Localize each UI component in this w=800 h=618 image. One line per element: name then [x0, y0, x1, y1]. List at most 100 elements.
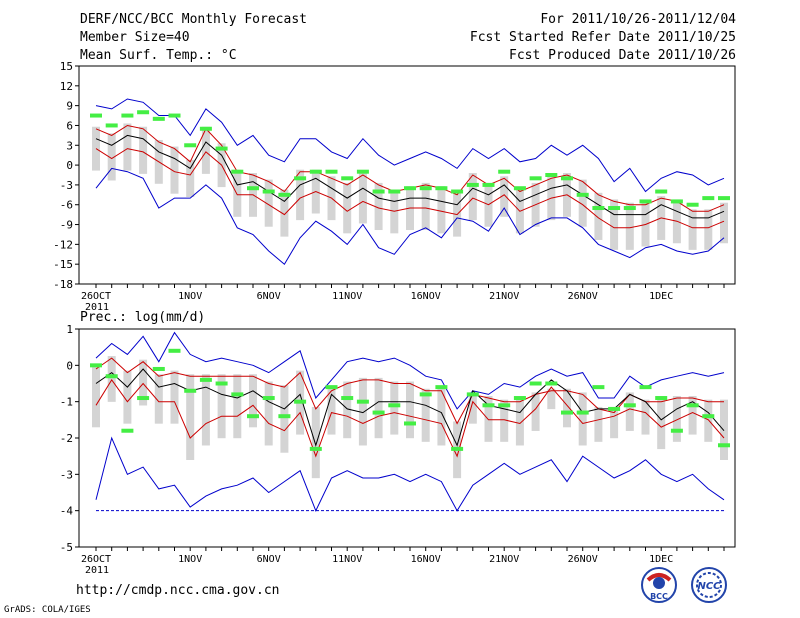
obs-marker: [482, 403, 495, 408]
obs-marker: [513, 396, 526, 401]
y-tick-label: 1: [66, 323, 73, 336]
x-tick-label: 21NOV: [489, 291, 519, 302]
spread-box: [374, 182, 383, 231]
spread-box: [406, 381, 414, 439]
obs-marker: [686, 202, 699, 207]
obs-marker: [608, 206, 621, 211]
precip-title: Prec.: log(mm/d): [80, 310, 206, 325]
x-tick-label: 26NOV: [568, 554, 598, 565]
y-tick-label: -4: [60, 505, 74, 518]
obs-marker: [184, 388, 197, 393]
obs-marker: [121, 428, 134, 433]
obs-marker: [466, 392, 479, 397]
obs-marker: [529, 176, 542, 181]
series-max-line: [95, 98, 725, 193]
obs-marker: [404, 421, 416, 426]
spread-box: [280, 189, 289, 237]
obs-marker: [718, 196, 730, 201]
obs-marker: [592, 206, 605, 211]
obs-marker: [404, 186, 416, 191]
obs-marker: [90, 363, 102, 368]
spread-box: [233, 169, 242, 217]
obs-marker: [639, 385, 652, 390]
obs-marker: [341, 176, 354, 181]
y-tick-label: 9: [66, 100, 73, 113]
x-tick-label: 6NOV: [257, 291, 281, 302]
spread-box: [264, 381, 273, 446]
obs-marker: [545, 173, 558, 177]
obs-marker: [278, 192, 291, 197]
spread-box: [92, 366, 100, 428]
bcc-logo: BCC: [641, 567, 677, 603]
y-tick-label: -18: [53, 278, 73, 291]
obs-marker: [137, 396, 150, 401]
x-year-label: 2011: [85, 565, 109, 576]
svg-text:NCC: NCC: [697, 581, 721, 592]
spread-box: [437, 186, 446, 234]
spread-box: [688, 396, 697, 435]
forecast-range: For 2011/10/26-2011/12/04: [540, 12, 736, 27]
spread-box: [563, 388, 571, 428]
obs-marker: [90, 113, 102, 118]
series-min-line: [95, 436, 725, 512]
obs-marker: [168, 113, 181, 118]
obs-marker: [105, 123, 118, 128]
obs-marker: [152, 366, 165, 371]
obs-marker: [325, 169, 338, 174]
spread-box: [688, 209, 697, 250]
y-tick-label: 12: [60, 80, 73, 93]
spread-box: [421, 388, 430, 442]
spread-box: [468, 392, 477, 424]
obs-marker: [278, 414, 291, 419]
obs-marker: [247, 186, 259, 191]
spread-box: [421, 182, 430, 231]
obs-marker: [545, 381, 558, 386]
spread-box: [358, 173, 367, 224]
obs-marker: [435, 186, 448, 191]
obs-marker: [686, 403, 699, 408]
spread-box: [201, 126, 210, 174]
x-year-label: 2011: [85, 302, 109, 313]
obs-marker: [718, 443, 730, 448]
spread-box: [390, 381, 399, 435]
obs-marker: [623, 206, 636, 211]
spread-box: [343, 381, 352, 439]
y-tick-label: 0: [66, 159, 73, 172]
x-tick-label: 26NOV: [568, 291, 598, 302]
spread-box: [170, 146, 179, 194]
title-line1: DERF/NCC/BCC Monthly Forecast: [80, 12, 307, 27]
x-tick-label: 6NOV: [257, 554, 281, 565]
obs-marker: [513, 186, 526, 191]
obs-marker: [372, 189, 385, 194]
obs-marker: [294, 399, 307, 404]
spread-box: [217, 374, 226, 439]
spread-box: [720, 399, 728, 460]
spread-box: [547, 388, 556, 410]
spread-box: [437, 388, 446, 446]
spread-box: [343, 182, 352, 234]
obs-marker: [137, 110, 150, 115]
obs-marker: [309, 169, 322, 174]
y-tick-label: 15: [60, 60, 73, 73]
obs-marker: [247, 414, 259, 419]
spread-box: [264, 179, 273, 227]
obs-marker: [215, 381, 228, 386]
x-tick-label: 16NOV: [411, 554, 441, 565]
y-tick-label: 0: [66, 359, 73, 372]
x-tick-label: 21NOV: [489, 554, 519, 565]
spread-box: [500, 399, 509, 442]
series-max-line: [95, 331, 725, 410]
spread-box: [139, 359, 148, 406]
spread-box: [186, 159, 195, 197]
y-tick-label: -3: [60, 468, 73, 481]
y-tick-label: 6: [66, 119, 73, 132]
spread-box: [500, 176, 509, 217]
spread-box: [327, 388, 336, 435]
obs-marker: [498, 403, 511, 408]
obs-marker: [121, 113, 134, 118]
obs-marker: [262, 189, 275, 194]
spread-box: [468, 173, 477, 221]
y-tick-label: 3: [66, 139, 73, 152]
source-url[interactable]: http://cmdp.ncc.cma.gov.cn: [76, 583, 280, 598]
spread-box: [578, 179, 587, 227]
